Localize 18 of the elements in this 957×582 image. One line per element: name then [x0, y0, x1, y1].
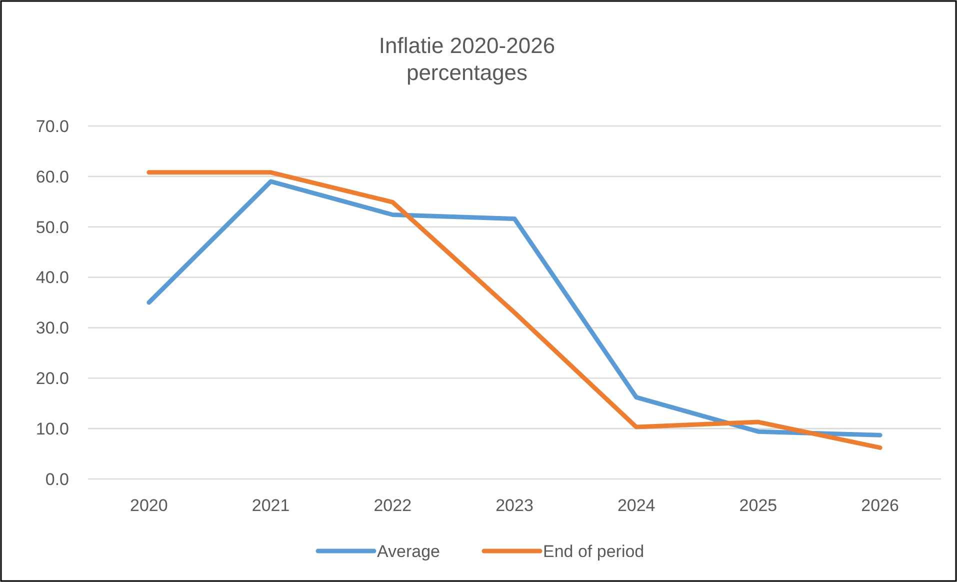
y-tick-label: 0.0	[45, 470, 69, 489]
x-tick-label: 2021	[252, 496, 290, 515]
y-tick-label: 40.0	[36, 268, 69, 288]
y-tick-label: 70.0	[36, 116, 69, 136]
legend-label: End of period	[543, 542, 644, 561]
x-tick-label: 2020	[130, 496, 168, 515]
x-tick-label: 2025	[739, 496, 778, 515]
y-tick-label: 20.0	[36, 369, 69, 388]
y-tick-label: 30.0	[36, 318, 69, 338]
y-tick-label: 50.0	[36, 218, 69, 237]
y-tick-label: 10.0	[36, 420, 69, 439]
x-tick-label: 2023	[496, 496, 534, 515]
x-tick-label: 2024	[617, 496, 656, 515]
x-tick-label: 2026	[861, 496, 899, 515]
chart-title: Inflatie 2020-2026 percentages	[378, 33, 556, 85]
y-tick-label: 60.0	[36, 167, 69, 186]
x-tick-label: 2022	[374, 496, 412, 515]
legend-label: Average	[377, 542, 440, 561]
